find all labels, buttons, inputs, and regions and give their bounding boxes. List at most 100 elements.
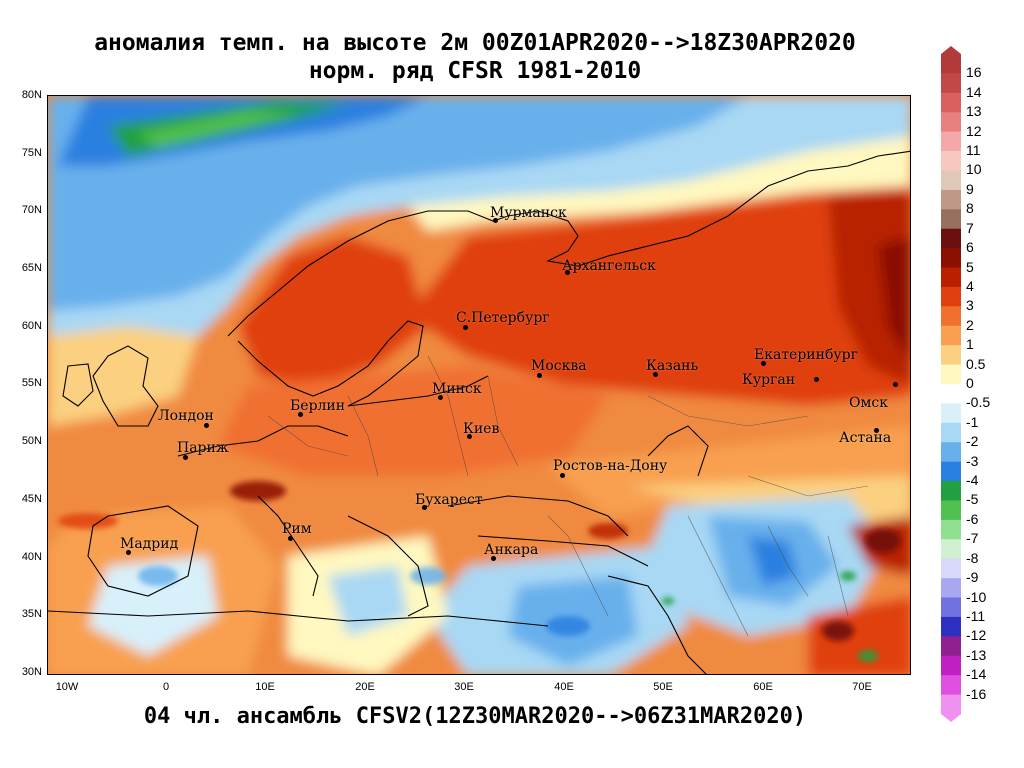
map-title-line2: норм. ряд CFSR 1981-2010 bbox=[308, 58, 642, 84]
city-label-astana: Астана bbox=[839, 430, 892, 446]
city-label-omsk: Омск bbox=[849, 395, 888, 411]
color-scale-label: 0 bbox=[966, 375, 974, 391]
color-scale-label: -8 bbox=[966, 549, 979, 566]
lat-label-60n: 60N bbox=[21, 320, 42, 332]
city-label-london: Лондон bbox=[158, 408, 214, 424]
color-scale-segment bbox=[941, 345, 961, 366]
city-marker-paris bbox=[183, 455, 188, 460]
color-scale-segment bbox=[941, 539, 961, 560]
lat-label-50n: 50N bbox=[21, 435, 42, 447]
city-label-murmansk: Мурманск bbox=[490, 205, 567, 221]
color-scale-segment bbox=[941, 228, 961, 249]
color-scale-segment bbox=[941, 403, 961, 424]
color-scale-label: -16 bbox=[966, 685, 987, 702]
color-scale-label: 14 bbox=[966, 83, 982, 100]
lat-label-45n: 45N bbox=[21, 493, 42, 505]
color-scale-segment bbox=[941, 248, 961, 269]
city-label-st-petersburg: С.Петербург bbox=[456, 310, 550, 326]
color-scale-segment bbox=[941, 306, 961, 327]
city-marker-rome bbox=[288, 536, 293, 541]
city-marker-murmansk bbox=[493, 218, 498, 223]
color-scale-label: 1 bbox=[966, 336, 974, 353]
city-label-minsk: Минск bbox=[432, 381, 482, 397]
city-marker-ankara bbox=[491, 556, 496, 561]
color-scale-label: 7 bbox=[966, 219, 974, 236]
lon-label-40e: 40E bbox=[554, 681, 574, 693]
color-scale-segment bbox=[941, 267, 961, 288]
city-label-bucharest: Бухарест bbox=[415, 492, 483, 508]
color-scale-segment bbox=[941, 209, 961, 230]
lat-label-70n: 70N bbox=[21, 204, 42, 216]
city-label-ankara: Анкара bbox=[484, 542, 539, 558]
color-scale-segment bbox=[941, 519, 961, 540]
color-scale-label: -14 bbox=[966, 666, 987, 683]
color-scale-label: -2 bbox=[966, 433, 979, 450]
color-scale-label: 12 bbox=[966, 122, 982, 139]
color-scale-segment bbox=[941, 325, 961, 346]
color-scale-label: 9 bbox=[966, 180, 974, 197]
city-marker-omsk bbox=[893, 382, 898, 387]
color-scale-segment bbox=[941, 92, 961, 113]
color-scale-segment bbox=[941, 422, 961, 443]
city-marker-bucharest bbox=[422, 505, 427, 510]
color-scale-segment bbox=[941, 694, 961, 715]
city-marker-kyiv bbox=[467, 434, 472, 439]
lat-label-80n: 80N bbox=[21, 89, 42, 101]
color-scale-segment bbox=[941, 675, 961, 696]
color-scale-label: -7 bbox=[966, 530, 979, 547]
city-label-rome: Рим bbox=[282, 521, 312, 537]
lon-label-60e: 60E bbox=[753, 681, 773, 693]
color-scale-label: -13 bbox=[966, 646, 987, 663]
lat-label-40n: 40N bbox=[21, 551, 42, 563]
city-label-yekaterinburg: Екатеринбург bbox=[754, 347, 858, 363]
city-marker-astana bbox=[874, 428, 879, 433]
color-scale-label: 5 bbox=[966, 258, 974, 275]
color-scale-segment bbox=[941, 54, 961, 74]
color-scale-segment bbox=[941, 73, 961, 94]
city-label-moscow: Москва bbox=[531, 358, 587, 374]
lat-label-75n: 75N bbox=[21, 147, 42, 159]
color-scale-min-arrow bbox=[941, 714, 961, 722]
color-scale-label: 3 bbox=[966, 297, 974, 314]
lon-label-70e: 70E bbox=[852, 681, 872, 693]
color-scale-segment bbox=[941, 384, 961, 404]
lat-label-65n: 65N bbox=[21, 262, 42, 274]
color-scale-label: -10 bbox=[966, 588, 987, 605]
color-scale-max-arrow bbox=[941, 46, 961, 54]
color-scale-segment bbox=[941, 364, 961, 385]
color-scale-segment bbox=[941, 500, 961, 521]
city-marker-yekaterinburg bbox=[761, 361, 766, 366]
lat-label-55n: 55N bbox=[21, 377, 42, 389]
city-marker-madrid bbox=[126, 550, 131, 555]
color-scale-label: 13 bbox=[966, 103, 982, 120]
city-marker-arkhangelsk bbox=[565, 270, 570, 275]
city-label-paris: Париж bbox=[177, 440, 229, 456]
color-scale-label: -3 bbox=[966, 452, 979, 469]
anomaly-map bbox=[47, 95, 911, 675]
color-scale-segment bbox=[941, 461, 961, 482]
city-label-rostov: Ростов-на-Дону bbox=[553, 458, 668, 474]
color-scale-label: -4 bbox=[966, 472, 979, 489]
lat-label-30n: 30N bbox=[21, 666, 42, 678]
color-scale-segment bbox=[941, 131, 961, 152]
map-field bbox=[48, 96, 910, 674]
color-scale-label: 6 bbox=[966, 239, 974, 256]
color-scale-segment bbox=[941, 558, 961, 579]
city-label-kurgan: Курган bbox=[742, 372, 796, 388]
color-scale-bar bbox=[941, 46, 961, 722]
city-marker-moscow bbox=[537, 373, 542, 378]
color-scale-label: 8 bbox=[966, 200, 974, 217]
color-scale-label: 4 bbox=[966, 277, 974, 294]
color-scale-segment bbox=[941, 655, 961, 676]
color-scale-label: -11 bbox=[966, 607, 986, 624]
color-scale-label: -9 bbox=[966, 569, 979, 586]
city-marker-berlin bbox=[298, 412, 303, 417]
ensemble-caption: 04 чл. ансамбль CFSV2(12Z30MAR2020-->06Z… bbox=[143, 704, 807, 729]
color-scale-segment bbox=[941, 481, 961, 501]
color-scale-segment bbox=[941, 616, 961, 637]
color-scale-label: -12 bbox=[966, 627, 987, 644]
map-title-line1: аномалия темп. на высоте 2м 00Z01APR2020… bbox=[94, 30, 856, 56]
city-marker-kurgan bbox=[814, 377, 819, 382]
color-scale-label: 0.5 bbox=[966, 355, 986, 372]
color-scale-label: 16 bbox=[966, 64, 982, 81]
